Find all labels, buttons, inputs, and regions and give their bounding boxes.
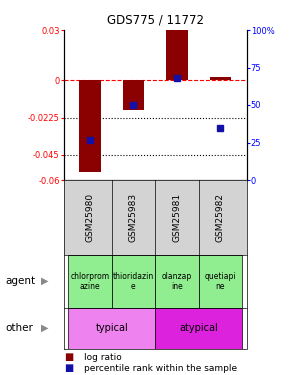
Bar xyxy=(122,80,144,110)
Text: GDS775 / 11772: GDS775 / 11772 xyxy=(107,13,204,26)
Text: ▶: ▶ xyxy=(41,323,49,333)
Text: GSM25983: GSM25983 xyxy=(129,193,138,242)
Bar xyxy=(209,76,231,80)
Bar xyxy=(68,308,155,349)
Bar xyxy=(155,255,199,308)
Text: GSM25980: GSM25980 xyxy=(85,193,95,242)
Text: olanzap
ine: olanzap ine xyxy=(162,272,192,291)
Text: GSM25982: GSM25982 xyxy=(216,193,225,242)
Text: ■: ■ xyxy=(64,363,73,373)
Text: other: other xyxy=(6,323,34,333)
Text: log ratio: log ratio xyxy=(84,352,122,362)
Text: ■: ■ xyxy=(64,352,73,362)
Text: GSM25981: GSM25981 xyxy=(172,193,182,242)
Text: quetiapi
ne: quetiapi ne xyxy=(204,272,236,291)
Bar xyxy=(166,30,188,80)
Bar xyxy=(199,255,242,308)
Text: atypical: atypical xyxy=(179,323,218,333)
Text: thioridazin
e: thioridazin e xyxy=(113,272,154,291)
Bar xyxy=(112,255,155,308)
Text: chlorprom
azine: chlorprom azine xyxy=(70,272,109,291)
Bar xyxy=(155,308,242,349)
Text: typical: typical xyxy=(95,323,128,333)
Text: agent: agent xyxy=(6,276,36,286)
Bar xyxy=(79,80,101,172)
Text: ▶: ▶ xyxy=(41,276,49,286)
Text: percentile rank within the sample: percentile rank within the sample xyxy=(84,364,237,373)
Bar xyxy=(68,255,112,308)
